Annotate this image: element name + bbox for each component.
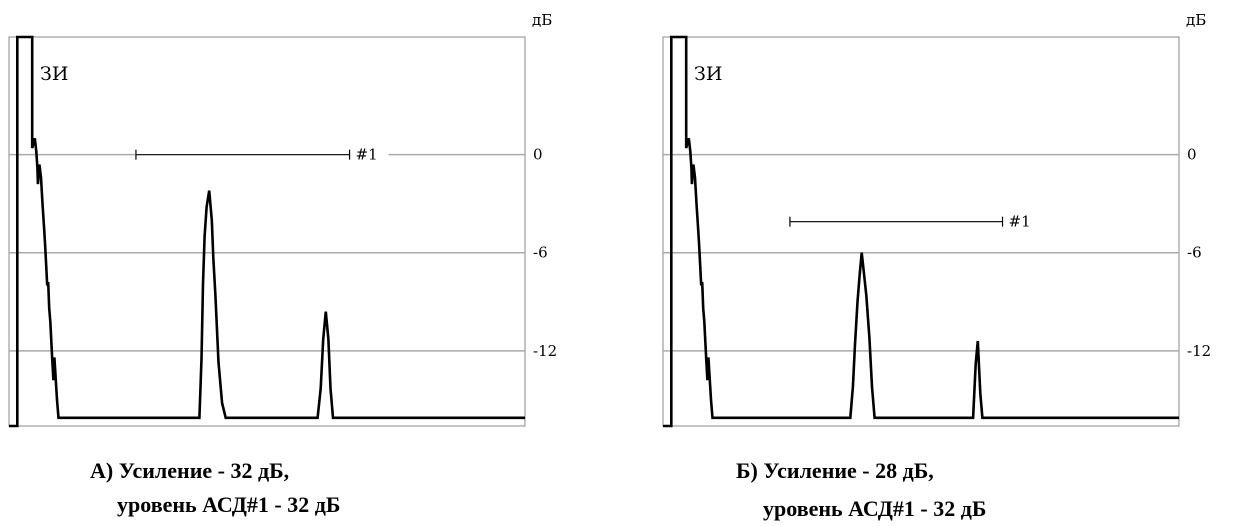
gate-label: #1: [356, 146, 378, 164]
signal-trace: [663, 35, 1179, 428]
tick-label: -6: [533, 244, 548, 262]
panel-b: #1 ЗИ дБ 0 -6 -12: [662, 11, 1211, 428]
trace-group: [9, 35, 525, 428]
tick-label: -12: [1187, 342, 1211, 360]
gate-group: #1: [789, 213, 1031, 231]
plot-frame: [662, 36, 1180, 427]
tick-labels: 0 -6 -12: [533, 146, 557, 360]
tick-labels: 0 -6 -12: [1187, 146, 1211, 360]
caption-a-line2: уровень АСД#1 - 32 дБ: [117, 492, 340, 517]
probe-label: ЗИ: [40, 63, 68, 85]
gate-label: #1: [1009, 213, 1031, 231]
signal-trace: [9, 35, 525, 428]
grid-lines: [663, 153, 1179, 352]
tick-label: 0: [533, 146, 543, 164]
plot-frame: [8, 36, 526, 427]
tick-label: -6: [1187, 244, 1202, 262]
caption-b-line1: Б) Усиление - 28 дБ,: [736, 458, 934, 483]
tick-label: 0: [1187, 146, 1197, 164]
gate-group: #1: [134, 146, 389, 164]
caption-b-line2: уровень АСД#1 - 32 дБ: [763, 496, 986, 521]
panel-a: #1 ЗИ дБ 0 -6 -12: [8, 11, 557, 428]
probe-label: ЗИ: [694, 63, 722, 85]
caption-a-line1: А) Усиление - 32 дБ,: [90, 458, 289, 483]
unit-label: дБ: [1186, 11, 1206, 29]
unit-label: дБ: [532, 11, 552, 29]
tick-label: -12: [533, 342, 557, 360]
trace-group: [663, 35, 1179, 428]
